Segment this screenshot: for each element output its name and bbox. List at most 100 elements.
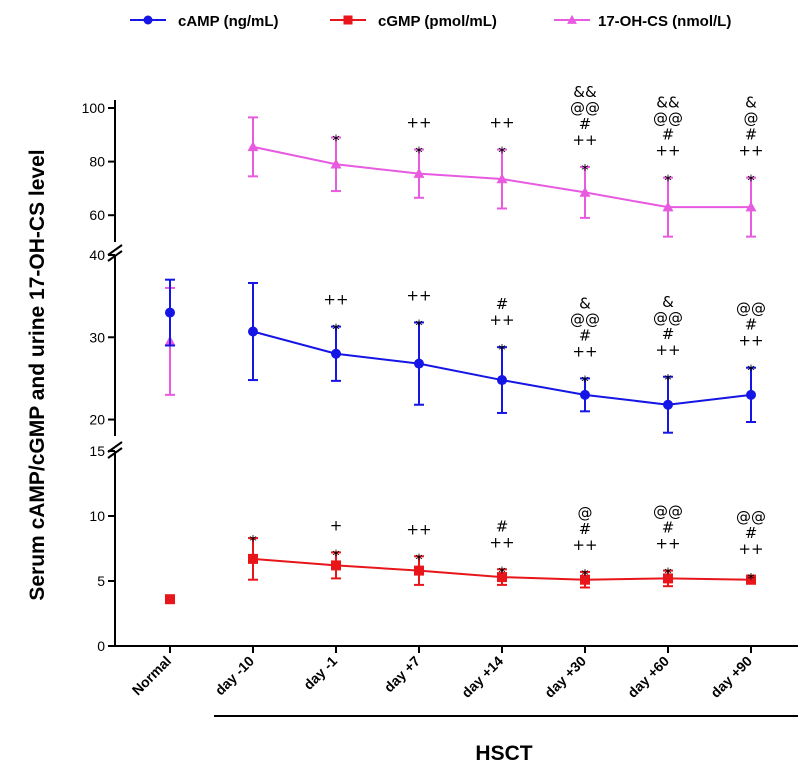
- significance-mark: @@: [653, 110, 683, 128]
- significance-mark: #: [579, 520, 592, 538]
- significance-mark: #: [579, 115, 592, 133]
- y-tick-label: 40: [89, 247, 105, 263]
- significance-mark: ++: [489, 311, 514, 329]
- significance-mark: *: [747, 570, 755, 588]
- x-tick-label: day +60: [624, 653, 672, 701]
- axis-break-mark: [107, 441, 123, 453]
- significance-mark: @@: [736, 300, 766, 318]
- significance-mark: ++: [406, 286, 431, 304]
- significance-mark: &&: [573, 83, 597, 101]
- y-tick-label: 5: [97, 573, 105, 589]
- series-2: **++*++*++#@@&&*++#@@&&*++#@&: [164, 83, 764, 396]
- x-tick-label: Normal: [129, 653, 174, 698]
- significance-mark: #: [745, 126, 758, 144]
- x-tick-label: day -10: [212, 653, 258, 699]
- data-point: [497, 375, 507, 386]
- significance-mark: ++: [323, 291, 348, 309]
- data-point: [663, 399, 673, 410]
- significance-mark: ++: [406, 520, 431, 538]
- data-point: [414, 358, 424, 369]
- significance-mark: #: [496, 295, 509, 313]
- significance-mark: @@: [570, 99, 600, 117]
- significance-mark: *: [498, 563, 506, 581]
- significance-mark: &: [662, 293, 674, 311]
- data-point: [165, 594, 175, 605]
- data-point: [579, 186, 591, 197]
- data-point: [331, 348, 341, 359]
- legend-label: cAMP (ng/mL): [178, 13, 279, 30]
- significance-mark: #: [496, 517, 509, 535]
- significance-mark: ++: [489, 533, 514, 551]
- significance-mark: *: [581, 372, 589, 390]
- data-point: [343, 15, 353, 25]
- significance-mark: @: [578, 504, 593, 522]
- y-tick-label: 30: [89, 329, 105, 345]
- y-tick-label: 60: [89, 207, 105, 223]
- plot-area: **++*++*++#@@&&*++#@@&&*++#@&*++*++*++#*…: [164, 83, 766, 605]
- data-point: [413, 167, 425, 178]
- significance-mark: *: [332, 131, 340, 149]
- axes: 0 5 10 15 20 30 40 60 80 100 Normal day -10 day -1 da…: [82, 100, 798, 701]
- significance-mark: *: [415, 144, 423, 162]
- significance-mark: &: [579, 294, 591, 312]
- y-tick-label: 80: [89, 154, 105, 170]
- significance-mark: *: [332, 321, 340, 339]
- significance-mark: *: [747, 362, 755, 380]
- x-tick-label: day +14: [458, 653, 506, 701]
- significance-mark: ++: [655, 142, 680, 160]
- significance-mark: @@: [570, 310, 600, 328]
- significance-mark: ++: [572, 536, 597, 554]
- data-point: [143, 15, 153, 25]
- data-point: [330, 158, 342, 169]
- data-point: [165, 307, 175, 318]
- significance-mark: ++: [738, 142, 763, 160]
- significance-mark: *: [415, 550, 423, 568]
- significance-mark: *: [332, 546, 340, 564]
- significance-mark: &: [745, 94, 757, 112]
- data-point: [247, 141, 259, 152]
- y-tick-label: 10: [89, 508, 105, 524]
- y-axis-label: Serum cAMP/cGMP and urine 17-OH-CS level: [26, 149, 49, 600]
- significance-mark: @@: [736, 508, 766, 526]
- data-point: [497, 572, 507, 583]
- axis-break-mark: [107, 447, 123, 459]
- x-tick-label: day -1: [300, 653, 340, 693]
- significance-mark: #: [662, 126, 675, 144]
- x-tick-label: day +90: [707, 653, 755, 701]
- legend-item: cGMP (pmol/mL): [330, 13, 497, 30]
- significance-mark: ++: [738, 540, 763, 558]
- data-point: [414, 565, 424, 576]
- x-tick-label: day +30: [541, 653, 589, 701]
- data-point: [746, 574, 756, 585]
- significance-mark: #: [662, 519, 675, 537]
- legend: cAMP (ng/mL) cGMP (pmol/mL) 17-OH-CS (nmol…: [130, 13, 731, 30]
- y-tick-label: 15: [89, 443, 105, 459]
- significance-mark: ++: [489, 114, 514, 132]
- data-point: [248, 553, 258, 564]
- significance-mark: ++: [655, 341, 680, 359]
- significance-mark: #: [662, 325, 675, 343]
- significance-mark: @: [744, 110, 759, 128]
- significance-mark: ++: [572, 342, 597, 360]
- significance-mark: #: [745, 316, 758, 334]
- y-tick-label: 20: [89, 412, 105, 428]
- data-point: [663, 573, 673, 584]
- significance-mark: *: [581, 566, 589, 584]
- significance-mark: #: [745, 524, 758, 542]
- significance-mark: *: [664, 565, 672, 583]
- significance-mark: &&: [656, 94, 680, 112]
- y-tick-label: 0: [97, 638, 105, 654]
- hsct-group-label: HSCT: [475, 742, 532, 765]
- significance-mark: ++: [572, 131, 597, 149]
- x-tick-label: day +7: [381, 653, 424, 696]
- data-point: [580, 389, 590, 400]
- legend-item: 17-OH-CS (nmol/L): [554, 13, 731, 30]
- data-point: [248, 326, 258, 337]
- significance-mark: @@: [653, 503, 683, 521]
- series-1: **+*++*++#*++#@*++#@@*++#@@: [165, 503, 766, 605]
- data-point: [745, 201, 757, 212]
- legend-item: cAMP (ng/mL): [130, 13, 279, 30]
- data-point: [496, 173, 508, 184]
- axis-break-mark: [107, 250, 123, 262]
